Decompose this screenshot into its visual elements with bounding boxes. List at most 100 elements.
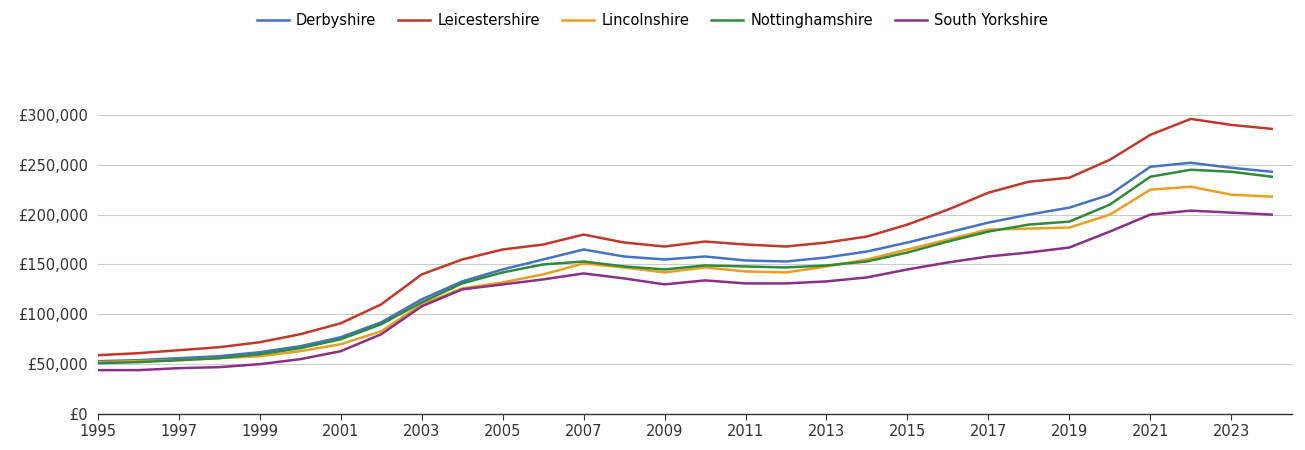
Nottinghamshire <box>90 360 106 366</box>
Leicestershire <box>859 234 874 239</box>
South Yorkshire <box>211 364 227 370</box>
South Yorkshire <box>495 282 510 287</box>
Derbyshire <box>1142 164 1158 170</box>
Nottinghamshire <box>373 322 389 327</box>
Lincolnshire <box>616 265 632 270</box>
Nottinghamshire <box>1142 174 1158 180</box>
South Yorkshire <box>576 271 591 276</box>
Lincolnshire <box>1101 212 1117 217</box>
Leicestershire <box>1021 179 1036 184</box>
Leicestershire <box>616 240 632 245</box>
Nottinghamshire <box>737 264 753 269</box>
Lincolnshire <box>1061 225 1077 230</box>
Line: Nottinghamshire: Nottinghamshire <box>98 170 1271 363</box>
South Yorkshire <box>292 356 308 362</box>
Lincolnshire <box>252 354 268 359</box>
Derbyshire <box>292 343 308 349</box>
Derbyshire <box>576 247 591 252</box>
Lincolnshire <box>778 270 793 275</box>
South Yorkshire <box>859 274 874 280</box>
Lincolnshire <box>697 265 713 270</box>
Leicestershire <box>373 302 389 307</box>
Leicestershire <box>252 339 268 345</box>
South Yorkshire <box>940 260 955 265</box>
Lincolnshire <box>980 227 996 232</box>
Lincolnshire <box>818 264 834 269</box>
Nottinghamshire <box>171 357 187 363</box>
Nottinghamshire <box>899 250 915 255</box>
Leicestershire <box>414 272 429 277</box>
Line: South Yorkshire: South Yorkshire <box>98 211 1271 370</box>
Derbyshire <box>616 254 632 259</box>
Leicestershire <box>656 244 672 249</box>
Derbyshire <box>980 220 996 225</box>
South Yorkshire <box>818 279 834 284</box>
Derbyshire <box>495 267 510 272</box>
South Yorkshire <box>90 368 106 373</box>
Lincolnshire <box>576 261 591 266</box>
Derbyshire <box>454 279 470 284</box>
South Yorkshire <box>252 361 268 367</box>
Leicestershire <box>1223 122 1238 128</box>
Leicestershire <box>454 257 470 262</box>
Derbyshire <box>697 254 713 259</box>
Leicestershire <box>1182 116 1198 122</box>
Derbyshire <box>818 255 834 260</box>
Derbyshire <box>1101 192 1117 198</box>
Lincolnshire <box>535 272 551 277</box>
Lincolnshire <box>899 247 915 252</box>
South Yorkshire <box>130 368 146 373</box>
South Yorkshire <box>454 287 470 292</box>
Leicestershire <box>737 242 753 247</box>
Derbyshire <box>211 354 227 359</box>
Lincolnshire <box>1223 192 1238 198</box>
Derbyshire <box>373 320 389 325</box>
Nottinghamshire <box>252 351 268 357</box>
Nottinghamshire <box>130 360 146 365</box>
Leicestershire <box>940 207 955 212</box>
Line: Derbyshire: Derbyshire <box>98 163 1271 361</box>
Nottinghamshire <box>1182 167 1198 172</box>
South Yorkshire <box>1263 212 1279 217</box>
Nottinghamshire <box>454 281 470 286</box>
Leicestershire <box>211 345 227 350</box>
South Yorkshire <box>980 254 996 259</box>
Leicestershire <box>333 320 348 326</box>
South Yorkshire <box>656 282 672 287</box>
Nottinghamshire <box>1101 202 1117 207</box>
Leicestershire <box>818 240 834 245</box>
South Yorkshire <box>1021 250 1036 255</box>
Leicestershire <box>1263 126 1279 131</box>
Derbyshire <box>414 297 429 302</box>
Lincolnshire <box>1182 184 1198 189</box>
Derbyshire <box>1021 212 1036 217</box>
Nottinghamshire <box>656 267 672 272</box>
Derbyshire <box>899 240 915 245</box>
Derbyshire <box>737 258 753 263</box>
Derbyshire <box>1182 160 1198 166</box>
Lincolnshire <box>454 286 470 291</box>
Nottinghamshire <box>535 262 551 267</box>
Lincolnshire <box>940 237 955 242</box>
Nottinghamshire <box>980 229 996 234</box>
South Yorkshire <box>737 281 753 286</box>
South Yorkshire <box>1182 208 1198 213</box>
Leicestershire <box>778 244 793 249</box>
Leicestershire <box>1061 175 1077 180</box>
Nottinghamshire <box>333 337 348 342</box>
South Yorkshire <box>778 281 793 286</box>
Lincolnshire <box>211 356 227 361</box>
Lincolnshire <box>130 359 146 364</box>
Derbyshire <box>333 334 348 340</box>
Nottinghamshire <box>616 264 632 269</box>
Leicestershire <box>292 332 308 337</box>
Derbyshire <box>1061 205 1077 210</box>
South Yorkshire <box>373 332 389 337</box>
South Yorkshire <box>171 365 187 371</box>
South Yorkshire <box>1142 212 1158 217</box>
Leicestershire <box>1142 132 1158 138</box>
Derbyshire <box>1263 169 1279 175</box>
Derbyshire <box>130 357 146 363</box>
Nottinghamshire <box>697 263 713 268</box>
Lincolnshire <box>1142 187 1158 193</box>
